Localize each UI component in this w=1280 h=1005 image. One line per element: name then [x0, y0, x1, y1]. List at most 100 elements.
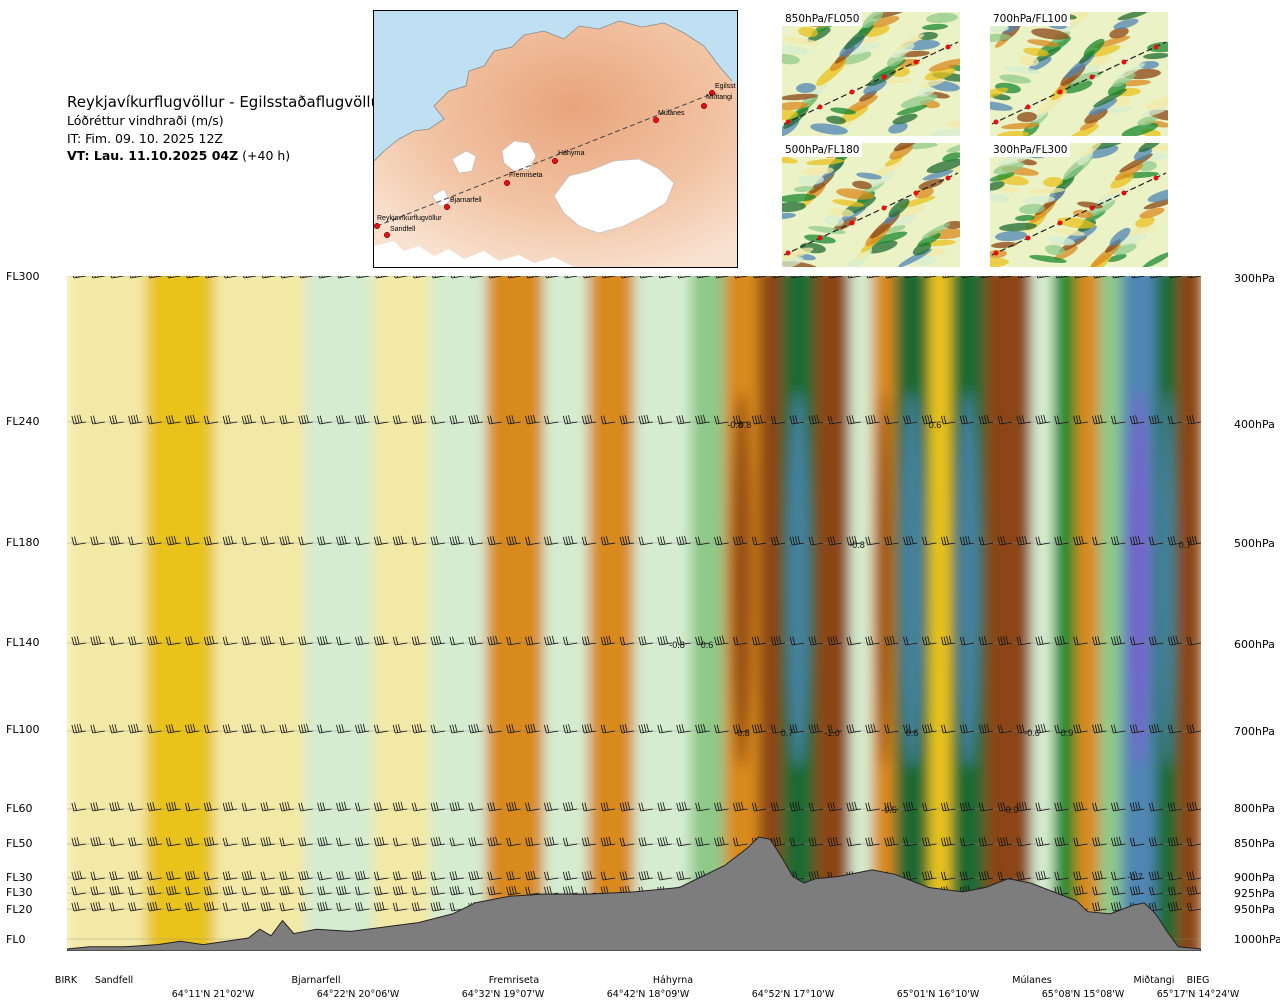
mini-map-blob	[1113, 18, 1139, 30]
wind-barb	[241, 837, 257, 847]
wind-barb	[1167, 635, 1183, 646]
wind-barb	[279, 837, 294, 847]
wind-barb	[923, 276, 937, 279]
mini-map-station	[785, 119, 791, 125]
wind-barb	[222, 902, 238, 912]
location-label: Bjarnarfell	[291, 975, 341, 986]
coordinate-label: 64°42'N 18°09'W	[606, 989, 690, 1000]
mini-map-blob	[1088, 98, 1118, 116]
wind-barb	[1055, 276, 1069, 279]
map-station-hahyrna: Háhyrna	[558, 150, 585, 157]
wind-barb	[487, 635, 502, 646]
wind-barb	[638, 414, 653, 425]
mini-map-blob	[810, 123, 848, 135]
wind-barb	[865, 802, 880, 812]
wind-barb	[411, 886, 427, 896]
hpa-label: 900hPa	[1234, 871, 1275, 884]
wind-barb	[260, 415, 275, 425]
hpa-label: 400hPa	[1234, 418, 1275, 431]
wind-barb	[184, 837, 200, 847]
wind-barb	[1111, 536, 1126, 546]
wind-barb	[544, 415, 559, 425]
fl-label: FL0	[6, 933, 26, 946]
wind-barb	[90, 536, 105, 546]
wind-barb	[147, 724, 162, 734]
mini-map-blob	[930, 128, 960, 136]
wind-barb	[1111, 415, 1126, 425]
vertical-motion-band	[1030, 276, 1055, 951]
location-label: Fremriseta	[488, 975, 540, 986]
valid-time: VT: Lau. 11.10.2025 04Z (+40 h)	[67, 147, 386, 165]
mini-map-blob	[782, 53, 800, 65]
wind-barb	[279, 801, 294, 812]
wind-barb	[562, 724, 578, 734]
wind-barb	[544, 871, 559, 881]
wind-barb	[468, 886, 483, 896]
vertical-motion-band	[543, 276, 590, 951]
mini-map-blob	[1054, 245, 1078, 261]
wind-barb	[166, 535, 181, 546]
wind-barb	[865, 536, 880, 546]
wind-barb	[602, 276, 616, 279]
mini-map-station	[881, 205, 887, 211]
wind-barb	[846, 801, 861, 812]
mini-map-blob	[1116, 63, 1146, 79]
wind-barb	[1054, 836, 1069, 847]
wind-barb	[336, 801, 351, 812]
wind-barb	[638, 870, 653, 881]
wind-barb	[1148, 886, 1164, 896]
wind-barb	[184, 636, 200, 646]
wind-barb	[373, 415, 389, 425]
wind-barb	[997, 802, 1013, 812]
wind-barb	[733, 837, 748, 847]
wind-barb	[392, 801, 408, 812]
mini-map-blob	[886, 53, 906, 67]
mini-map-blob	[922, 169, 954, 181]
value-label: -0.8	[669, 640, 685, 650]
mini-map-blob	[1031, 28, 1069, 40]
mini-map-blob	[1023, 47, 1049, 57]
wind-barb	[222, 885, 238, 896]
wind-barb	[581, 802, 597, 812]
wind-barb	[487, 871, 502, 881]
wind-barb	[392, 902, 408, 912]
wind-barb	[772, 276, 786, 279]
wind-barb	[355, 886, 370, 896]
wind-barb	[128, 886, 143, 896]
mini-map-blob	[864, 25, 890, 37]
vertical-motion-band	[486, 276, 545, 951]
wind-barb	[506, 801, 521, 812]
wind-barb	[260, 886, 275, 896]
map-station-egilsst: Egilsst	[715, 83, 736, 90]
wind-barb	[846, 535, 861, 546]
wind-barb	[90, 836, 105, 847]
wind-barb	[525, 802, 540, 812]
mini-map-field	[782, 143, 960, 267]
coordinate-label: 65°17'N 14°24'W	[1156, 989, 1240, 1000]
wind-barb	[922, 802, 937, 812]
mini-map-blob	[990, 87, 1009, 101]
wind-barb	[922, 723, 937, 734]
wind-barb	[184, 802, 200, 812]
wind-barb	[770, 635, 786, 646]
mini-map-station	[1089, 205, 1095, 211]
wind-barb	[1148, 636, 1164, 646]
wind-barb	[1092, 902, 1107, 912]
wind-barb	[468, 802, 483, 812]
wind-barb	[922, 870, 937, 881]
wind-barb	[751, 802, 767, 812]
wind-barb	[298, 636, 313, 646]
wind-barb	[1016, 837, 1031, 847]
mini-map-blob	[806, 158, 844, 166]
wind-barb	[733, 415, 748, 425]
mini-map-blob	[1111, 95, 1131, 107]
wind-barb	[128, 414, 143, 425]
wind-barb	[355, 802, 370, 812]
wind-barb	[468, 723, 483, 734]
mini-map-blob	[808, 226, 846, 234]
mini-map-blob	[990, 257, 1009, 267]
wind-barb	[279, 535, 294, 546]
wind-barb	[581, 723, 597, 734]
wind-barb	[224, 276, 238, 279]
mini-map-station	[1153, 175, 1159, 181]
